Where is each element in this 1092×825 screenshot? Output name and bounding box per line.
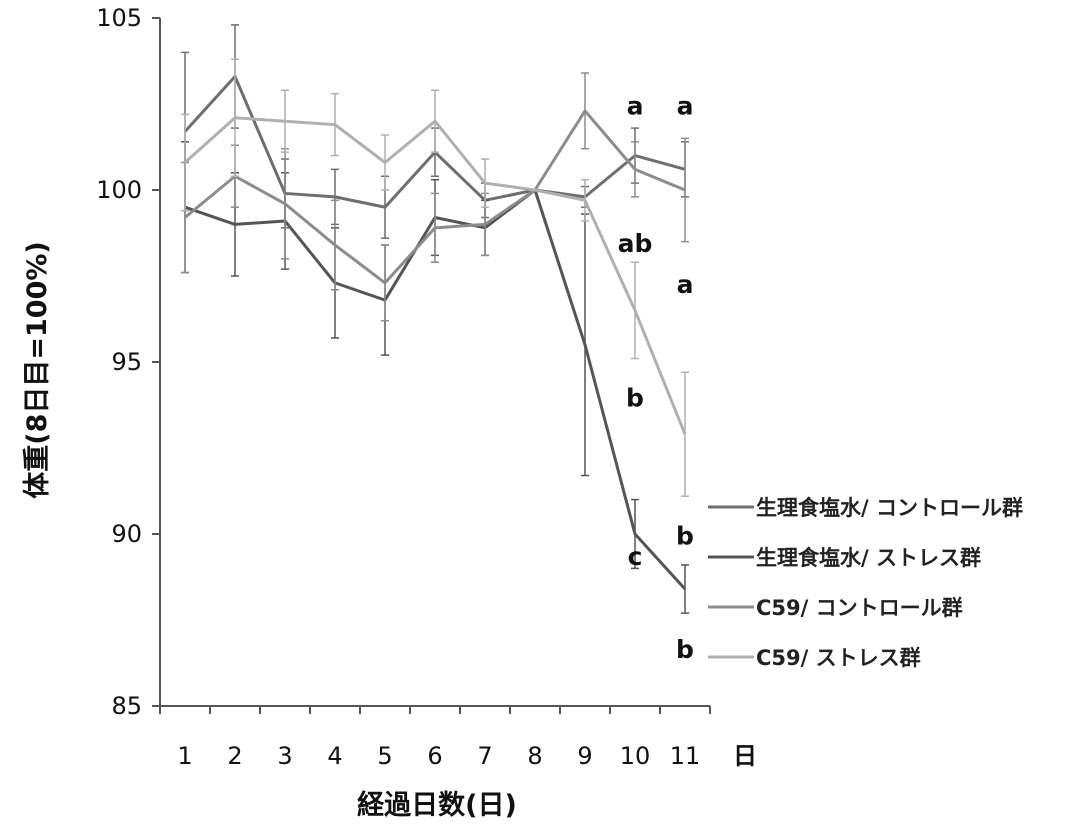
x-tick-label: 10 — [620, 742, 651, 770]
legend-item: C59/ ストレス群 — [708, 646, 921, 670]
significance-letter: b — [626, 384, 644, 413]
series-layer — [181, 24, 689, 614]
x-tick-label: 9 — [577, 742, 592, 770]
significance-letter: a — [677, 91, 694, 120]
error-bar — [681, 564, 689, 614]
legend-item: 生理食塩水/ コントロール群 — [708, 496, 1023, 520]
x-tick-label: 11 — [670, 742, 701, 770]
significance-letter: b — [676, 635, 694, 664]
significance-letter: ab — [618, 229, 653, 258]
y-tick-label: 95 — [111, 348, 142, 376]
significance-letter: a — [677, 270, 694, 299]
significance-letter: b — [676, 521, 694, 550]
x-tick-label: 1 — [177, 742, 192, 770]
legend-item: C59/ コントロール群 — [708, 596, 963, 620]
x-tick-label: 3 — [277, 742, 292, 770]
x-tick-label: 2 — [227, 742, 242, 770]
x-axis-title: 経過日数(日) — [357, 789, 517, 821]
x-tick-label: 8 — [527, 742, 542, 770]
significance-letter: a — [627, 91, 644, 120]
legend-item: 生理食塩水/ ストレス群 — [708, 546, 981, 570]
x-tick-label: 7 — [477, 742, 492, 770]
x-tick-label: 5 — [377, 742, 392, 770]
legend-label: 生理食塩水/ ストレス群 — [756, 546, 981, 570]
significance-letter: c — [628, 542, 643, 571]
legend-label: C59/ ストレス群 — [756, 646, 921, 670]
y-ticks: 85 90 95 100 105 — [96, 4, 160, 720]
series-line — [184, 116, 687, 435]
x-unit-label: 日 — [733, 742, 757, 770]
y-tick-label: 105 — [96, 4, 142, 32]
x-ticks: 1 2 3 4 5 6 7 8 9 10 11 — [159, 706, 711, 770]
x-tick-label: 6 — [427, 742, 442, 770]
y-axis-title: 体重(8日目=100%) — [22, 241, 53, 499]
legend-label: C59/ コントロール群 — [756, 596, 963, 620]
series-4 — [181, 58, 689, 497]
y-tick-label: 100 — [96, 176, 142, 204]
legend-label: 生理食塩水/ コントロール群 — [756, 496, 1023, 520]
series-line — [184, 109, 686, 285]
y-tick-label: 90 — [111, 520, 142, 548]
y-tick-label: 85 — [111, 692, 142, 720]
x-tick-label: 4 — [327, 742, 342, 770]
